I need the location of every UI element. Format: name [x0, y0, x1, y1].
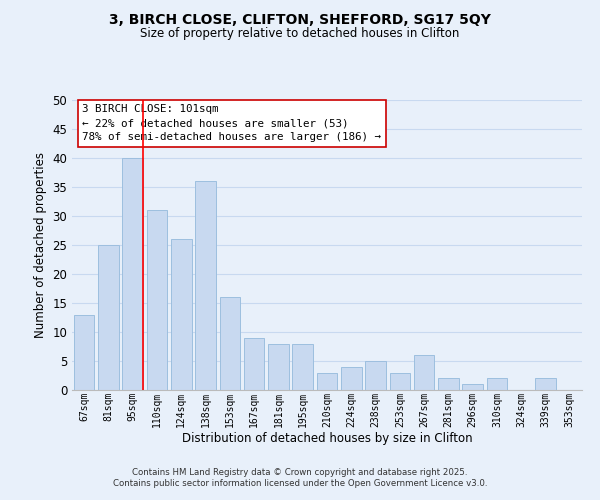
X-axis label: Distribution of detached houses by size in Clifton: Distribution of detached houses by size …	[182, 432, 472, 445]
Bar	[195, 181, 216, 390]
Bar	[171, 239, 191, 390]
Text: Size of property relative to detached houses in Clifton: Size of property relative to detached ho…	[140, 28, 460, 40]
Bar	[535, 378, 556, 390]
Bar	[220, 297, 240, 390]
Bar	[292, 344, 313, 390]
Bar	[389, 372, 410, 390]
Bar	[98, 245, 119, 390]
Bar	[365, 361, 386, 390]
Y-axis label: Number of detached properties: Number of detached properties	[34, 152, 47, 338]
Bar	[487, 378, 508, 390]
Text: Contains HM Land Registry data © Crown copyright and database right 2025.
Contai: Contains HM Land Registry data © Crown c…	[113, 468, 487, 487]
Bar	[341, 367, 362, 390]
Bar	[268, 344, 289, 390]
Bar	[414, 355, 434, 390]
Bar	[74, 314, 94, 390]
Bar	[317, 372, 337, 390]
Bar	[463, 384, 483, 390]
Text: 3 BIRCH CLOSE: 101sqm
← 22% of detached houses are smaller (53)
78% of semi-deta: 3 BIRCH CLOSE: 101sqm ← 22% of detached …	[82, 104, 381, 142]
Text: 3, BIRCH CLOSE, CLIFTON, SHEFFORD, SG17 5QY: 3, BIRCH CLOSE, CLIFTON, SHEFFORD, SG17 …	[109, 12, 491, 26]
Bar	[244, 338, 265, 390]
Bar	[122, 158, 143, 390]
Bar	[146, 210, 167, 390]
Bar	[438, 378, 459, 390]
